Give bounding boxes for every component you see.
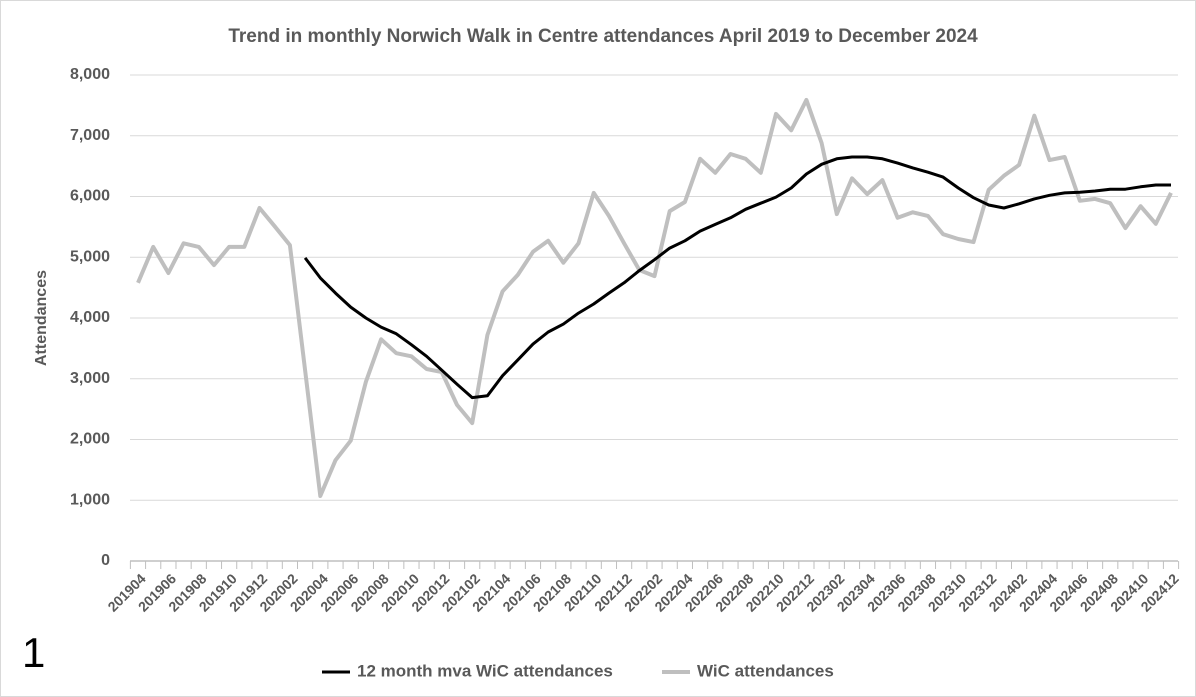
y-tick-label: 1,000 <box>70 491 110 508</box>
y-tick-label: 4,000 <box>70 309 110 326</box>
y-tick-label: 7,000 <box>70 127 110 144</box>
line-series <box>136 97 1173 498</box>
y-tick-label: 2,000 <box>70 431 110 448</box>
y-tick-label: 3,000 <box>70 370 110 387</box>
y-axis-label: Attendances <box>33 270 50 366</box>
line-series <box>303 155 1171 400</box>
y-tick-label: 6,000 <box>70 188 110 205</box>
y-tick-label: 5,000 <box>70 248 110 265</box>
legend-label: WiC attendances <box>697 661 834 680</box>
y-tick-label: 8,000 <box>70 66 110 83</box>
y-tick-label: 0 <box>101 552 110 569</box>
legend-label: 12 month mva WiC attendances <box>357 661 613 680</box>
annotation: 1 <box>22 629 45 676</box>
chart-title: Trend in monthly Norwich Walk in Centre … <box>228 26 978 47</box>
